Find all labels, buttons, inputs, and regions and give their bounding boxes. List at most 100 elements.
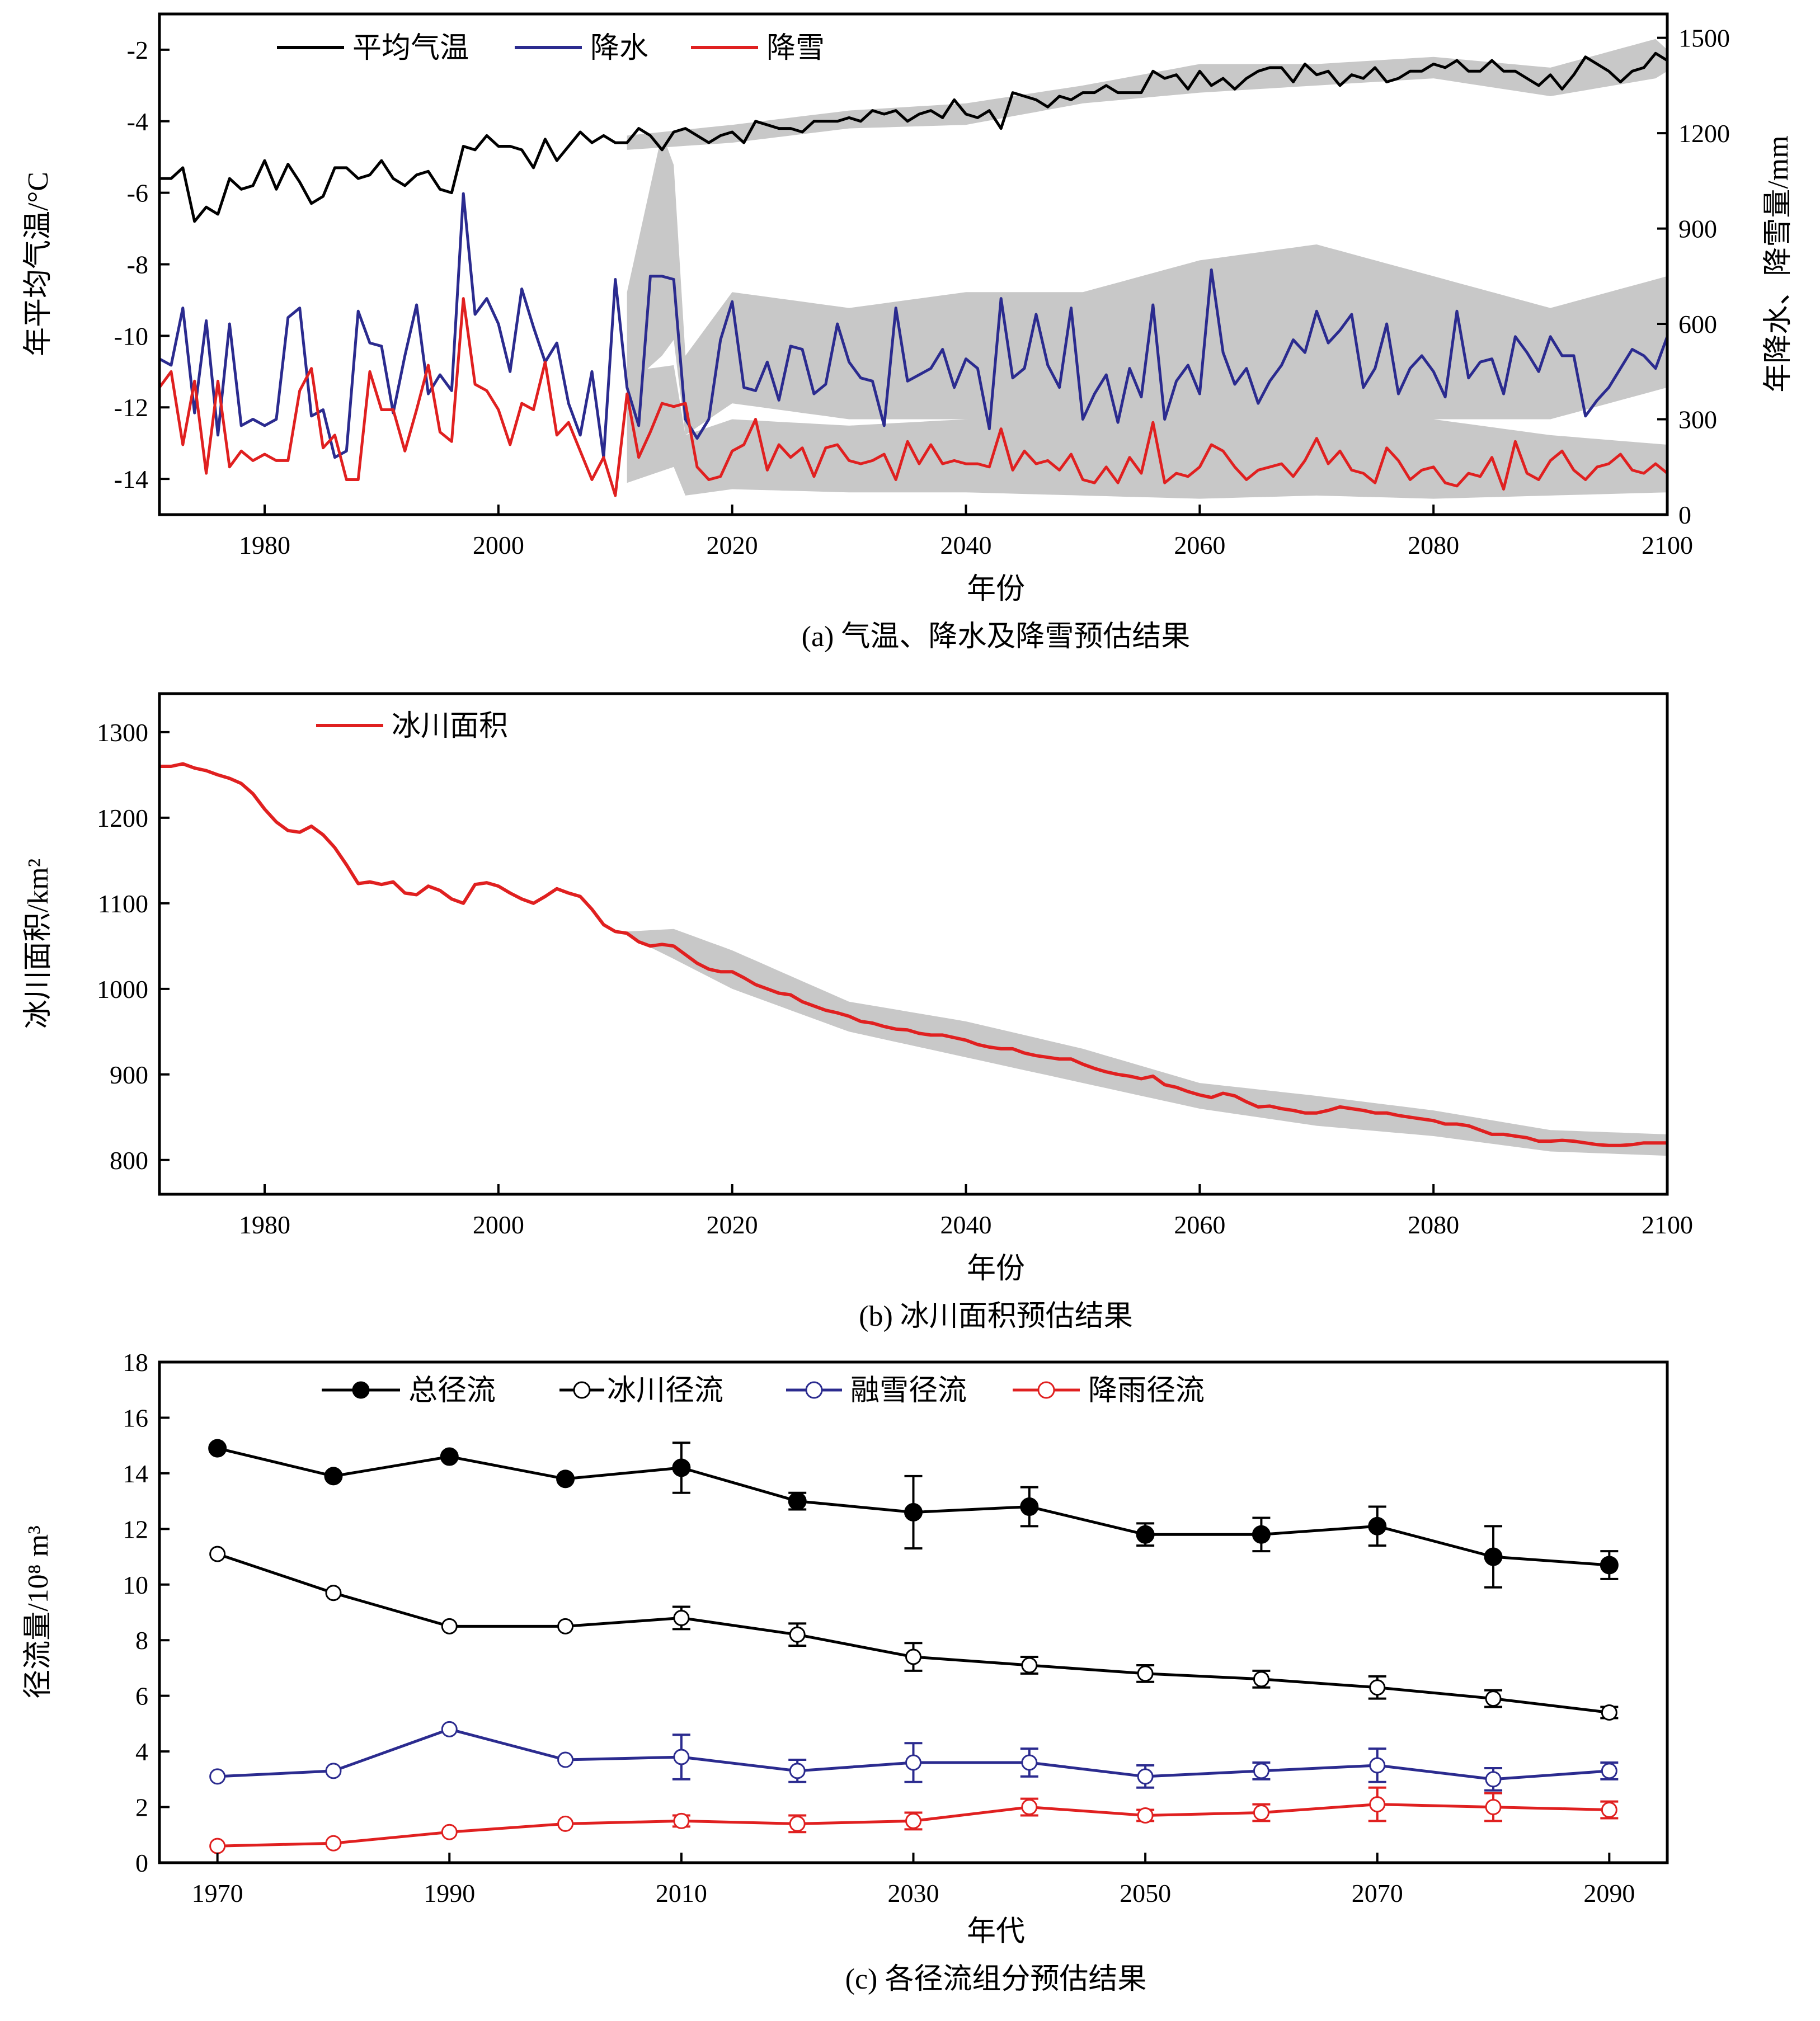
legend-marker-snowmelt-runoff [805, 1381, 823, 1399]
series-line-temperature [159, 51, 1668, 223]
rainfall-runoff-point [209, 1838, 226, 1854]
panel-a-left-y-tick-label: -10 [114, 322, 148, 350]
legend-label-total-runoff: 总径流 [408, 1375, 496, 1407]
panel-a-plot-area [158, 39, 1669, 499]
panel-b-x-tick-label: 2040 [940, 1210, 992, 1239]
snowmelt-runoff-point [789, 1763, 806, 1779]
glacier-area-uncertainty-band [627, 929, 1667, 1156]
rainfall-runoff-point [1601, 1802, 1617, 1819]
total-runoff-point [324, 1467, 343, 1486]
panel-a-legend: 平均气温 降水 降雪 [277, 32, 825, 64]
legend-label-glacier-area: 冰川面积 [392, 710, 508, 742]
panel-a: 1980 2000 2020 2040 2060 2080 2100 -2 -4 -6 -8 -10 -… [22, 12, 1794, 653]
panel-a-left-y-tick-label: -6 [127, 179, 148, 208]
panel-b-x-tick-label: 2000 [473, 1210, 524, 1239]
total-runoff-point [1600, 1556, 1619, 1575]
panel-b-x-tick-label: 2060 [1174, 1210, 1225, 1239]
panel-c-y-tick-label: 18 [123, 1348, 148, 1377]
series-line-snowfall [158, 297, 1668, 497]
panel-c-y-tick-label: 10 [123, 1571, 148, 1599]
total-runoff-point [556, 1469, 575, 1488]
panel-c-y-tick-label: 6 [135, 1682, 148, 1711]
panel-c-y-tick-label: 16 [123, 1403, 148, 1432]
panel-b-x-axis-label: 年份 [967, 1253, 1025, 1285]
panel-b-y-tick-label: 1200 [97, 804, 148, 832]
snowmelt-runoff-point [905, 1754, 921, 1771]
glacier-runoff-point [1601, 1704, 1617, 1721]
legend-marker-total-runoff [352, 1381, 370, 1399]
legend-label-precipitation: 降水 [590, 32, 648, 64]
panel-c-y-tick-label: 2 [135, 1793, 148, 1822]
total-runoff-point [1020, 1497, 1039, 1516]
panel-a-left-y-tick-label: -8 [127, 251, 148, 279]
precipitation-uncertainty-band [627, 133, 1667, 435]
snowmelt-runoff-point [1601, 1763, 1617, 1779]
total-runoff-point [1252, 1525, 1271, 1544]
total-runoff-point [1484, 1547, 1503, 1566]
panel-a-y-axis-label-left: 年平均气温/°C [22, 172, 54, 356]
glacier-runoff-point [1137, 1665, 1154, 1682]
glacier-runoff-point [1253, 1671, 1269, 1688]
legend-marker-rainfall-runoff [1037, 1381, 1055, 1399]
glacier-runoff-point [557, 1618, 574, 1634]
panel-a-right-y-tick-label: 900 [1678, 215, 1717, 243]
panel-a-y-axis-label-right: 年降水、降雪量/mm [1762, 135, 1794, 392]
panel-a-left-y-tick-label: -14 [114, 465, 148, 493]
total-runoff-point [208, 1439, 227, 1458]
snowmelt-runoff-point [1137, 1768, 1154, 1785]
panel-c-y-tick-label: 0 [135, 1849, 148, 1877]
panel-a-left-y-tick-label: -12 [114, 393, 148, 422]
panel-c: 1970 1990 2010 2030 2050 2070 2090 0 2 4 6 8 10 12 14 1… [22, 1348, 1669, 1995]
rainfall-runoff-point [1021, 1799, 1038, 1816]
total-runoff-point [672, 1458, 691, 1477]
glacier-runoff-point [789, 1626, 806, 1643]
legend-label-glacier-runoff: 冰川径流 [607, 1375, 723, 1407]
rainfall-runoff-point [1137, 1807, 1154, 1824]
panel-b-ticks: 1980 2000 2020 2040 2060 2080 2100 1300 1200 1100… [97, 718, 1693, 1239]
panel-a-ticks: 1980 2000 2020 2040 2060 2080 2100 -2 -4 -6 -8 -10 -… [114, 24, 1730, 559]
total-runoff-point [788, 1492, 807, 1511]
total-runoff-point [1136, 1525, 1155, 1544]
panel-b-y-tick-label: 1300 [97, 718, 148, 747]
panel-b-plot-area [159, 762, 1667, 1156]
panel-a-right-y-tick-label: 1200 [1678, 119, 1730, 148]
snowmelt-runoff-point [325, 1763, 342, 1779]
series-line-precipitation [158, 192, 1669, 459]
panel-c-legend: 总径流 冰川径流 融雪径流 降雨径流 [322, 1375, 1205, 1407]
panel-a-right-y-tick-label: 1500 [1678, 24, 1730, 53]
panel-b-y-tick-label: 900 [110, 1061, 148, 1089]
rainfall-runoff-point [789, 1815, 806, 1832]
panel-c-x-tick-label: 1990 [424, 1879, 475, 1907]
snowfall-uncertainty-band [627, 365, 1667, 499]
snowmelt-runoff-point [1369, 1757, 1386, 1774]
glacier-runoff-point [1369, 1679, 1386, 1696]
panel-a-right-y-tick-label: 0 [1678, 501, 1691, 529]
glacier-runoff-point [1485, 1690, 1502, 1707]
rainfall-runoff-point [673, 1812, 690, 1829]
series-line-glacier-runoff [217, 1552, 1610, 1714]
panel-a-right-y-tick-label: 300 [1678, 406, 1717, 434]
panel-c-x-axis-label: 年代 [967, 1916, 1025, 1948]
panel-c-x-tick-label: 2070 [1352, 1879, 1403, 1907]
rainfall-runoff-point [905, 1812, 921, 1829]
total-runoff-point [440, 1447, 459, 1466]
panel-c-y-tick-label: 8 [135, 1626, 148, 1655]
panel-b-y-axis-label: 冰川面积/km² [22, 859, 54, 1029]
panel-c-y-tick-label: 12 [123, 1515, 148, 1543]
panel-a-caption: (a) 气温、降水及降雪预估结果 [802, 621, 1191, 653]
panel-a-x-tick-label: 2100 [1642, 531, 1693, 559]
series-line-glacier-area [159, 762, 1667, 1147]
panel-c-plot-area [208, 1439, 1619, 1854]
snowmelt-runoff-point [557, 1751, 574, 1768]
legend-marker-glacier-runoff [573, 1381, 591, 1399]
glacier-runoff-point [441, 1618, 458, 1634]
panel-a-right-y-tick-label: 600 [1678, 310, 1717, 338]
panel-a-x-tick-label: 1980 [239, 531, 290, 559]
snowmelt-runoff-point [673, 1749, 690, 1765]
panel-a-x-tick-label: 2060 [1174, 531, 1225, 559]
glacier-runoff-point [673, 1609, 690, 1626]
panel-c-frame [158, 1360, 1669, 1864]
rainfall-runoff-point [1485, 1799, 1502, 1816]
glacier-runoff-point [325, 1585, 342, 1601]
